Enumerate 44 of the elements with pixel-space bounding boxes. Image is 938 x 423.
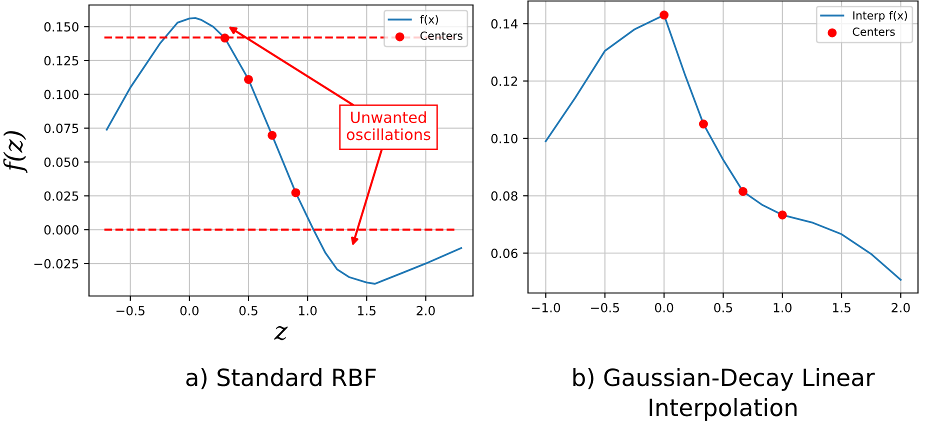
- point: [660, 10, 669, 20]
- y-tick-label: 0.10: [491, 134, 518, 144]
- y-tick-label: 0.000: [44, 225, 78, 235]
- point: [698, 120, 708, 129]
- x-tick-label: 0.0: [180, 306, 199, 316]
- x-axis-title: z: [274, 326, 288, 340]
- x-tick-label: 0.5: [239, 306, 258, 316]
- annotation: Unwanted oscillations: [346, 111, 430, 140]
- legend-label: Centers: [420, 32, 462, 40]
- point: [738, 186, 748, 196]
- x-tick-label: −1.0: [532, 302, 560, 312]
- y-tick-label: 0.075: [44, 124, 78, 134]
- point: [244, 74, 254, 84]
- legend-label: Interp f(x): [853, 11, 908, 22]
- point: [291, 188, 300, 198]
- text: b) Gaussian-Decay Linear Interpolation: [573, 368, 875, 421]
- point: [778, 210, 787, 220]
- x-tick-label: 2.0: [892, 302, 910, 312]
- line-series: [106, 17, 462, 285]
- text: a) Standard RBF: [186, 368, 376, 390]
- y-tick-label: 0.050: [44, 157, 78, 167]
- x-tick-label: 0.5: [714, 302, 732, 312]
- y-tick-label: 0.06: [491, 248, 518, 258]
- x-tick-label: −0.5: [116, 306, 144, 316]
- y-tick-label: 0.025: [44, 191, 78, 201]
- x-tick-label: 1.0: [774, 302, 792, 312]
- y-tick-label: 0.150: [44, 22, 78, 32]
- point: [268, 130, 277, 140]
- y-tick-label: 0.125: [44, 56, 78, 66]
- x-tick-label: 0.0: [654, 302, 674, 312]
- y-tick-label: 0.100: [44, 90, 78, 100]
- x-tick-label: 2.0: [416, 306, 435, 316]
- point: [220, 34, 230, 43]
- x-tick-label: 1.5: [832, 303, 850, 312]
- x-tick-label: 1.0: [299, 306, 317, 316]
- y-axis-title: f(z): [3, 131, 28, 174]
- x-tick-label: 1.5: [358, 306, 376, 316]
- y-tick-label: 0.14: [491, 19, 518, 29]
- y-tick-label: 0.12: [491, 76, 518, 86]
- y-tick-label: −0.025: [34, 258, 78, 268]
- y-tick-label: 0.08: [491, 191, 518, 201]
- legend-label: Centers: [852, 28, 895, 36]
- legend-label: f(x): [420, 15, 438, 25]
- x-tick-label: −0.5: [591, 302, 619, 312]
